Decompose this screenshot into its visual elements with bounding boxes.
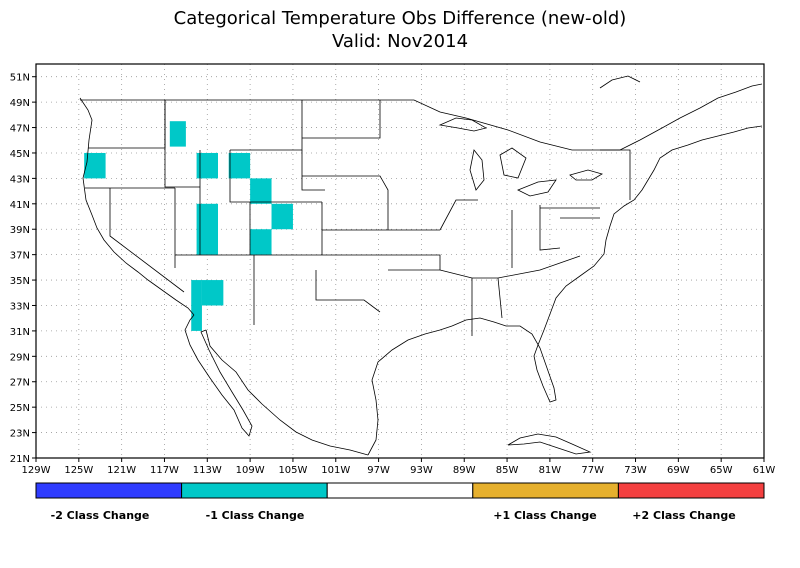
map-subtitle: Valid: Nov2014 [331,31,469,52]
lon-tick-label: 129W [22,465,51,476]
change-cell [271,203,293,230]
lon-tick-label: 89W [453,465,476,476]
lat-tick-label: 25N [10,403,30,414]
legend-label: -2 Class Change [51,509,150,522]
lon-tick-label: 117W [150,465,179,476]
lat-tick-label: 49N [10,98,30,109]
lat-tick-label: 43N [10,174,30,185]
legend-swatch [472,482,619,499]
change-cell [191,280,202,331]
lon-tick-label: 97W [367,465,390,476]
lat-tick-label: 33N [10,301,30,312]
map-frame [35,63,765,459]
lon-tick-label: 65W [710,465,733,476]
map-border [35,63,765,459]
lon-tick-label: 93W [410,465,433,476]
lon-tick-label: 85W [496,465,519,476]
lat-tick-label: 45N [10,149,30,160]
lon-tick-label: 81W [539,465,562,476]
lat-tick-label: 51N [10,73,30,84]
lon-tick-label: 105W [278,465,307,476]
lat-tick-label: 31N [10,327,30,338]
coastline-and-state-borders [79,75,763,456]
lat-lon-grid [35,64,765,459]
lat-tick-label: 47N [10,124,30,135]
change-cell [250,178,272,204]
lat-tick-label: 23N [10,429,30,440]
change-cells [84,121,293,331]
change-cell [169,121,186,147]
lon-tick-label: 69W [667,465,690,476]
legend-swatch [35,482,183,499]
latitude-axis: 51N 49N 47N 45N 43N 41N 39N 37N 35N 33N 31N 29N 27N 2… [10,73,36,465]
lat-tick-label: 41N [10,200,30,211]
change-cell [201,280,224,306]
legend-label: +1 Class Change [493,509,596,522]
lon-tick-label: 73W [624,465,647,476]
lon-tick-label: 121W [107,465,136,476]
lat-tick-label: 35N [10,276,30,287]
change-cell [196,203,218,255]
lon-tick-label: 113W [193,465,222,476]
lon-tick-label: 77W [581,465,604,476]
lat-tick-label: 39N [10,225,30,236]
lat-tick-label: 29N [10,352,30,363]
lon-tick-label: 101W [321,465,350,476]
legend-label: +2 Class Change [632,509,735,522]
longitude-axis: 129W 125W 121W 117W 113W 109W 105W 101W 97W 93W 89… [22,458,776,476]
lon-tick-label: 109W [236,465,265,476]
map-title: Categorical Temperature Obs Difference (… [173,8,627,29]
legend-swatch [181,482,328,499]
lat-tick-label: 27N [10,378,30,389]
lon-tick-label: 125W [64,465,93,476]
change-cell [250,229,272,255]
legend-swatch [326,482,474,499]
legend: -2 Class Change -1 Class Change +1 Class C… [35,482,765,522]
change-cell [228,152,251,179]
legend-swatch [617,482,765,499]
lat-tick-label: 37N [10,251,30,262]
change-cell [196,152,218,179]
lon-tick-label: 61W [753,465,776,476]
lat-tick-label: 21N [10,454,30,465]
change-cell [84,152,106,179]
legend-label: -1 Class Change [206,509,305,522]
